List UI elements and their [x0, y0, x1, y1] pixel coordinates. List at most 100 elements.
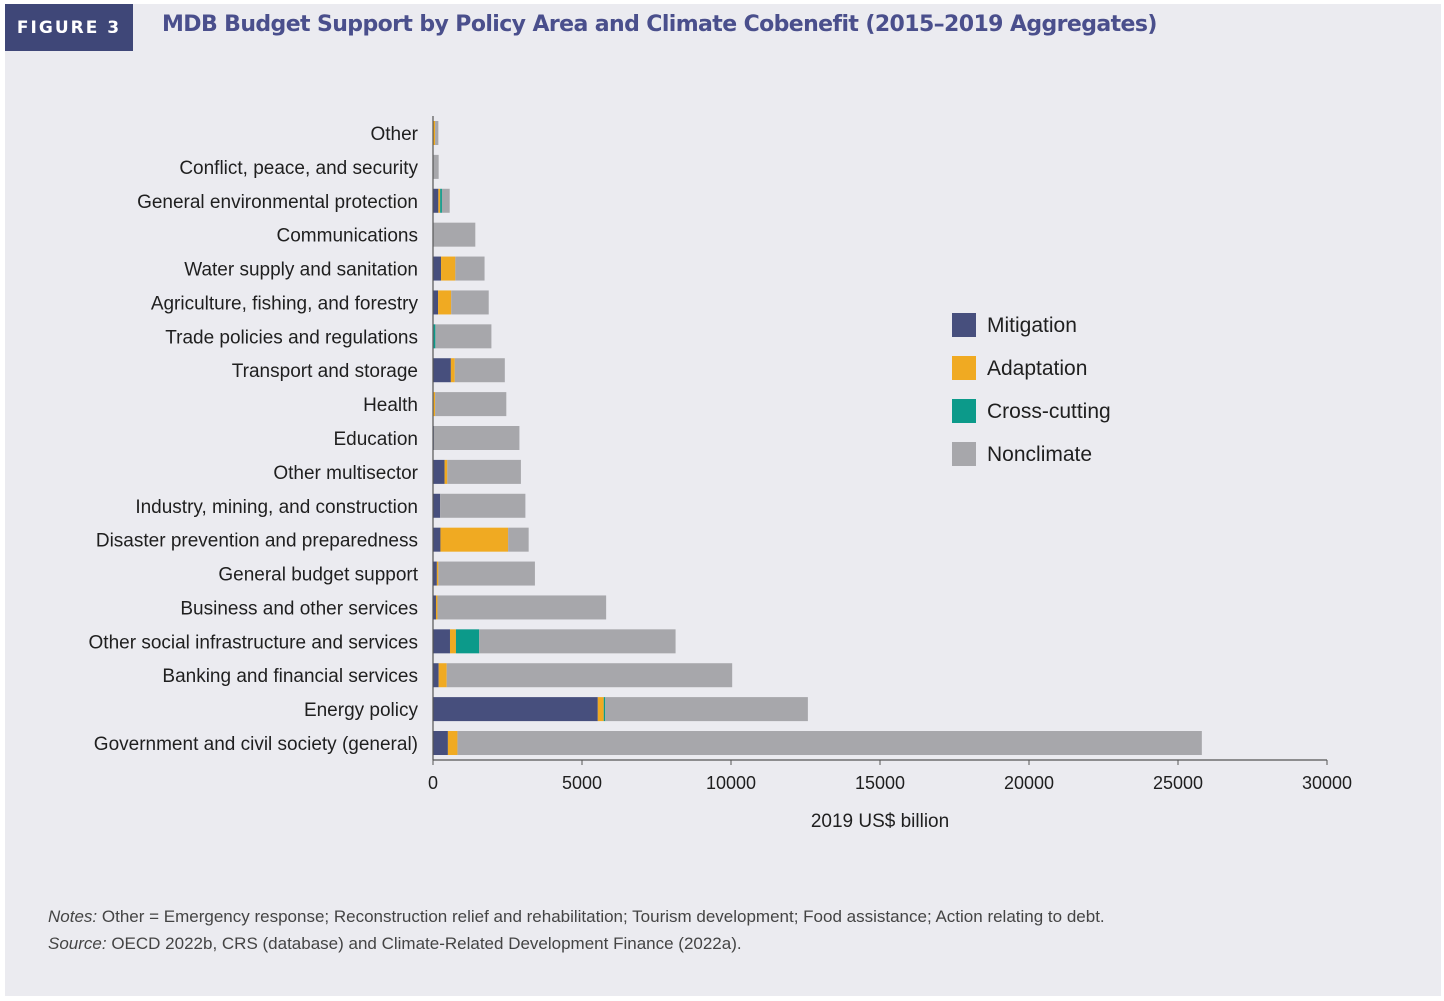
bar-nonclimate-agriculture-fishing-and-forestry — [451, 290, 489, 315]
bar-nonclimate-general-budget-support — [438, 561, 535, 586]
bar-adaptation-disaster-prevention-and-preparedness — [440, 527, 509, 552]
bar-adaptation-transport-and-storage — [450, 358, 455, 383]
category-label-agriculture-fishing-and-forestry: Agriculture, fishing, and forestry — [151, 293, 419, 314]
legend-swatch-adaptation — [952, 356, 976, 380]
notes-prefix: Notes: — [48, 907, 98, 926]
category-label-water-supply-and-sanitation: Water supply and sanitation — [184, 260, 418, 281]
x-tick-label-30000: 30000 — [1302, 773, 1352, 793]
x-tick-label-25000: 25000 — [1153, 773, 1203, 793]
bar-adaptation-health — [433, 392, 436, 417]
legend: Mitigation Adaptation Cross-cutting Nonclim… — [952, 313, 1111, 466]
x-tick-label-10000: 10000 — [706, 773, 756, 793]
bar-nonclimate-government-and-civil-society-general — [457, 731, 1202, 755]
category-label-education: Education — [333, 429, 418, 450]
category-label-trade-policies-and-regulations: Trade policies and regulations — [165, 327, 418, 348]
notes-text: Other = Emergency response; Reconstructi… — [101, 907, 1105, 926]
x-tick-label-15000: 15000 — [855, 773, 905, 793]
legend-label-adaptation: Adaptation — [987, 357, 1087, 380]
bar-nonclimate-disaster-prevention-and-preparedness — [508, 527, 529, 552]
bar-mitigation-water-supply-and-sanitation — [433, 256, 442, 281]
legend-label-nonclimate: Nonclimate — [987, 443, 1092, 466]
bar-mitigation-industry-mining-and-construction — [433, 493, 441, 518]
category-label-banking-and-financial-services: Banking and financial services — [162, 666, 418, 687]
bar-mitigation-disaster-prevention-and-preparedness — [433, 527, 441, 552]
figure-panel — [5, 4, 1441, 996]
bar-mitigation-general-environmental-protection — [433, 188, 439, 213]
legend-swatch-nonclimate — [952, 442, 976, 466]
category-label-business-and-other-services: Business and other services — [180, 598, 418, 619]
category-label-general-environmental-protection: General environmental protection — [137, 192, 418, 213]
bar-nonclimate-other-multisector — [447, 459, 521, 484]
bar-nonclimate-energy-policy — [605, 697, 808, 722]
notes-block: Notes: Other = Emergency response; Recon… — [48, 903, 1428, 957]
category-labels: Other Conflict, peace, and security Genera… — [89, 124, 419, 755]
bar-adaptation-other — [433, 121, 436, 145]
bar-adaptation-energy-policy — [597, 697, 604, 722]
bar-nonclimate-industry-mining-and-construction — [440, 493, 526, 518]
bar-mitigation-other-social-infrastructure-and-services — [433, 629, 450, 654]
bar-mitigation-energy-policy — [433, 697, 598, 722]
legend-label-cross-cutting: Cross-cutting — [987, 400, 1111, 423]
bar-nonclimate-water-supply-and-sanitation — [455, 256, 485, 281]
category-label-conflict-peace-and-security: Conflict, peace, and security — [179, 158, 418, 179]
bar-nonclimate-transport-and-storage — [454, 358, 505, 383]
x-axis: 0 5000 10000 15000 20000 25000 30000 2019 US$ b… — [428, 116, 1352, 832]
bar-mitigation-transport-and-storage — [433, 358, 451, 383]
bar-mitigation-general-budget-support — [433, 561, 437, 586]
category-label-other-social-infrastructure-and-services: Other social infrastructure and services — [89, 632, 418, 653]
category-label-health: Health — [363, 395, 418, 416]
figure-label: FIGURE 3 — [5, 4, 133, 51]
bar-mitigation-government-and-civil-society-general — [433, 731, 448, 755]
bar-adaptation-general-environmental-protection — [438, 188, 441, 213]
bar-mitigation-banking-and-financial-services — [433, 663, 439, 688]
bar-cross-cutting-general-environmental-protection — [440, 188, 442, 213]
x-tick-label-5000: 5000 — [562, 773, 602, 793]
category-label-energy-policy: Energy policy — [304, 700, 419, 721]
bar-mitigation-agriculture-fishing-and-forestry — [433, 290, 439, 315]
bar-adaptation-business-and-other-services — [435, 595, 438, 620]
source-prefix: Source: — [48, 934, 107, 953]
bar-nonclimate-health — [435, 392, 507, 417]
notes-line: Notes: Other = Emergency response; Recon… — [48, 903, 1428, 930]
bar-adaptation-other-multisector — [444, 459, 448, 484]
bar-nonclimate-other-social-infrastructure-and-services — [479, 629, 676, 654]
bar-adaptation-water-supply-and-sanitation — [441, 256, 456, 281]
bar-nonclimate-banking-and-financial-services — [446, 663, 733, 688]
source-text: OECD 2022b, CRS (database) and Climate-R… — [111, 934, 742, 953]
bar-cross-cutting-trade-policies-and-regulations — [433, 324, 436, 349]
bar-nonclimate-business-and-other-services — [437, 595, 607, 620]
bar-adaptation-government-and-civil-society-general — [447, 731, 458, 755]
bar-adaptation-general-budget-support — [436, 561, 439, 586]
bar-nonclimate-conflict-peace-and-security — [433, 154, 439, 179]
bar-nonclimate-education — [433, 426, 520, 450]
bar-cross-cutting-other-social-infrastructure-and-services — [455, 629, 480, 654]
bar-adaptation-agriculture-fishing-and-forestry — [438, 290, 452, 315]
bar-mitigation-business-and-other-services — [433, 595, 436, 620]
category-label-industry-mining-and-construction: Industry, mining, and construction — [135, 497, 418, 518]
legend-swatch-cross-cutting — [952, 399, 976, 423]
x-tick-label-0: 0 — [428, 773, 438, 793]
category-label-disaster-prevention-and-preparedness: Disaster prevention and preparedness — [96, 531, 418, 552]
bar-adaptation-other-social-infrastructure-and-services — [449, 629, 456, 654]
bar-nonclimate-communications — [433, 222, 476, 247]
x-tick-label-20000: 20000 — [1004, 773, 1054, 793]
category-label-other: Other — [370, 124, 418, 145]
source-line: Source: OECD 2022b, CRS (database) and C… — [48, 930, 1428, 957]
bar-nonclimate-general-environmental-protection — [441, 188, 450, 213]
legend-swatch-mitigation — [952, 313, 976, 337]
category-label-communications: Communications — [277, 226, 419, 247]
category-label-general-budget-support: General budget support — [218, 565, 418, 586]
bar-nonclimate-trade-policies-and-regulations — [435, 324, 492, 349]
category-label-government-and-civil-society-general: Government and civil society (general) — [94, 734, 418, 755]
category-label-transport-and-storage: Transport and storage — [232, 361, 418, 382]
bar-cross-cutting-energy-policy — [603, 697, 606, 722]
bar-nonclimate-other — [435, 121, 439, 145]
bar-mitigation-other-multisector — [433, 459, 445, 484]
figure-title: MDB Budget Support by Policy Area and Cl… — [162, 12, 1157, 37]
bars-group — [433, 121, 1202, 755]
x-axis-title: 2019 US$ billion — [811, 811, 949, 832]
legend-label-mitigation: Mitigation — [987, 314, 1077, 337]
category-label-other-multisector: Other multisector — [273, 463, 418, 484]
bar-adaptation-banking-and-financial-services — [438, 663, 447, 688]
